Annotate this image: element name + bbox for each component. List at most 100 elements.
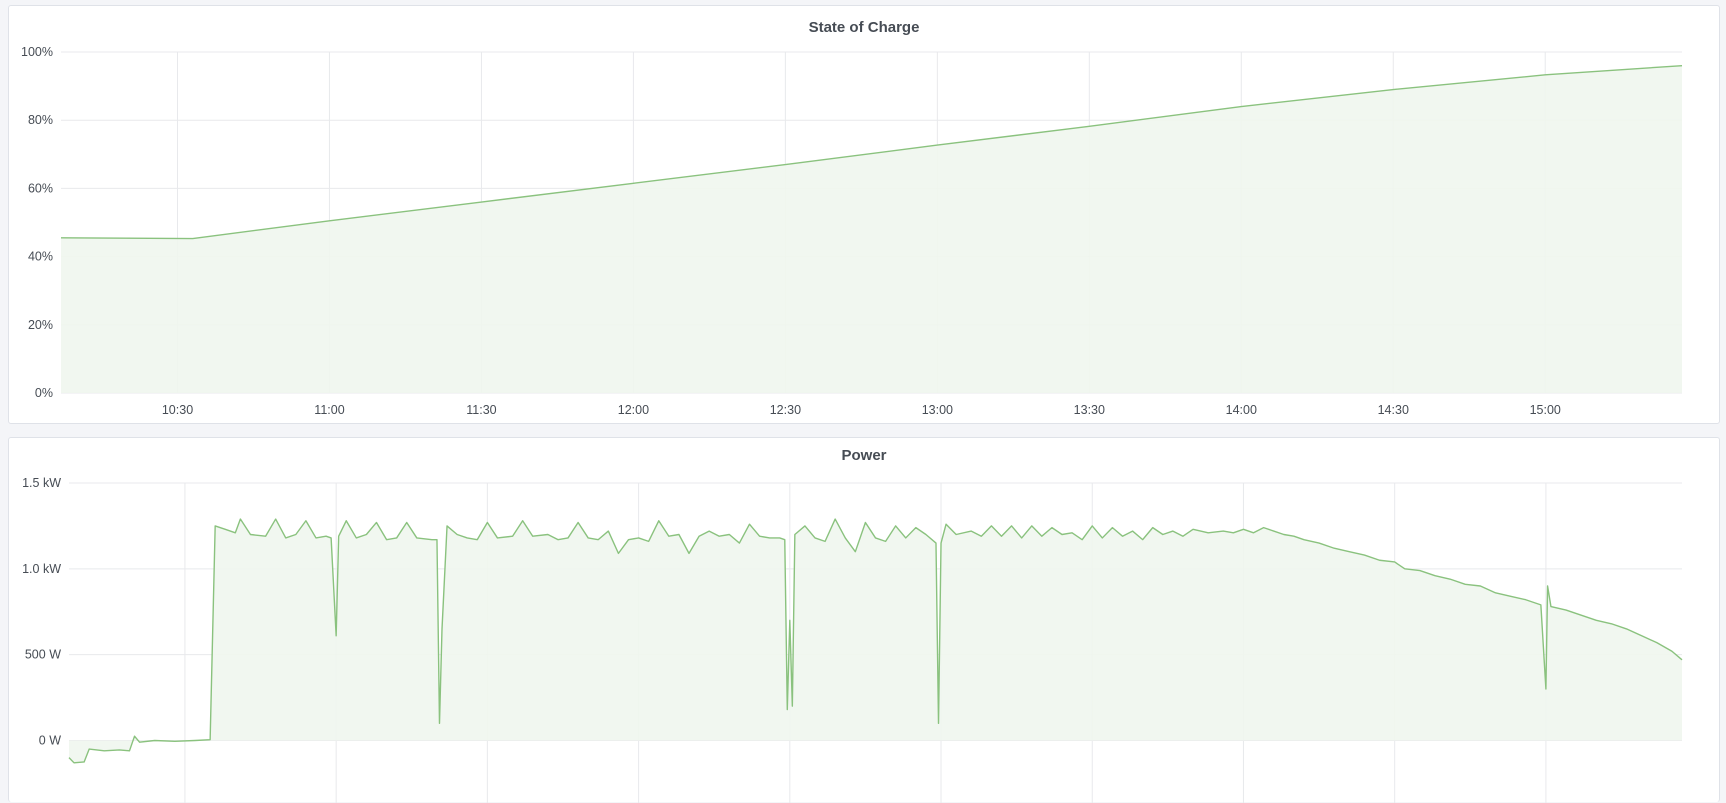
data-point bbox=[265, 536, 266, 537]
data-point bbox=[824, 541, 825, 542]
data-point bbox=[658, 520, 659, 521]
data-point bbox=[235, 532, 236, 533]
data-point bbox=[845, 537, 846, 538]
x-tick-label: 11:30 bbox=[466, 403, 496, 417]
data-point bbox=[875, 537, 876, 538]
data-point bbox=[1071, 532, 1072, 533]
data-point bbox=[1122, 536, 1123, 537]
data-point bbox=[338, 536, 339, 537]
data-point bbox=[787, 709, 788, 710]
data-point bbox=[940, 542, 941, 543]
data-point bbox=[366, 534, 367, 535]
data-point bbox=[1172, 530, 1173, 531]
data-point bbox=[789, 620, 790, 621]
data-point bbox=[1082, 539, 1083, 540]
data-point bbox=[1253, 532, 1254, 533]
y-tick-label: 0% bbox=[35, 386, 53, 400]
data-point bbox=[1681, 659, 1682, 660]
data-point bbox=[1480, 585, 1481, 586]
data-point bbox=[225, 529, 226, 530]
state-of-charge-panel: State of Charge 0% 20% 40% 60% 80% 100% 10:30 1… bbox=[8, 5, 1720, 424]
data-point bbox=[1510, 596, 1511, 597]
data-point bbox=[719, 536, 720, 537]
y-tick-label: 40% bbox=[28, 250, 53, 264]
data-point bbox=[1223, 530, 1224, 531]
data-point bbox=[532, 536, 533, 537]
data-point bbox=[588, 537, 589, 538]
data-point bbox=[557, 539, 558, 540]
data-point bbox=[1089, 126, 1090, 127]
data-point bbox=[547, 534, 548, 535]
data-point bbox=[1001, 536, 1002, 537]
data-point bbox=[396, 537, 397, 538]
data-point bbox=[1051, 527, 1052, 528]
data-point bbox=[446, 525, 447, 526]
data-point bbox=[104, 750, 105, 751]
data-point bbox=[194, 740, 195, 741]
data-point bbox=[1404, 568, 1405, 569]
data-point bbox=[84, 761, 85, 762]
data-point bbox=[325, 536, 326, 537]
data-point bbox=[1540, 604, 1541, 605]
data-point bbox=[275, 518, 276, 519]
panel-title[interactable]: Power bbox=[841, 447, 887, 464]
data-point bbox=[1565, 609, 1566, 610]
data-point bbox=[1611, 623, 1612, 624]
data-point bbox=[250, 534, 251, 535]
series-area bbox=[61, 65, 1682, 393]
data-point bbox=[1641, 635, 1642, 636]
data-point bbox=[905, 537, 906, 538]
data-point bbox=[477, 539, 478, 540]
data-point bbox=[1393, 89, 1394, 90]
data-point bbox=[1379, 560, 1380, 561]
data-point bbox=[129, 750, 130, 751]
data-point bbox=[678, 534, 679, 535]
panel-title[interactable]: State of Charge bbox=[808, 19, 920, 36]
data-point bbox=[285, 537, 286, 538]
data-point bbox=[1243, 529, 1244, 530]
data-point bbox=[1182, 536, 1183, 537]
data-point bbox=[925, 534, 926, 535]
data-point bbox=[792, 706, 793, 707]
data-point bbox=[497, 537, 498, 538]
y-tick-label: 0 W bbox=[39, 734, 61, 748]
data-point bbox=[709, 530, 710, 531]
data-point bbox=[119, 749, 120, 750]
data-point bbox=[804, 525, 805, 526]
data-point bbox=[336, 635, 337, 636]
x-tick-label: 13:00 bbox=[922, 403, 953, 417]
data-point bbox=[938, 723, 939, 724]
data-point bbox=[386, 539, 387, 540]
data-point bbox=[1434, 575, 1435, 576]
data-point bbox=[1596, 620, 1597, 621]
data-point bbox=[915, 527, 916, 528]
data-point bbox=[688, 553, 689, 554]
data-point bbox=[1263, 527, 1264, 528]
data-point bbox=[1011, 525, 1012, 526]
data-point bbox=[134, 736, 135, 737]
y-tick-label: 500 W bbox=[25, 648, 61, 662]
data-point bbox=[73, 762, 74, 763]
data-point bbox=[1041, 536, 1042, 537]
data-point bbox=[618, 553, 619, 554]
y-tick-label: 20% bbox=[28, 318, 53, 332]
data-point bbox=[1112, 527, 1113, 528]
data-point bbox=[1681, 65, 1682, 66]
data-point bbox=[1545, 688, 1546, 689]
data-point bbox=[192, 238, 193, 239]
data-point bbox=[1102, 537, 1103, 538]
data-point bbox=[1394, 561, 1395, 562]
data-point bbox=[1273, 530, 1274, 531]
x-tick-label: 10:30 bbox=[162, 403, 193, 417]
data-point bbox=[1334, 548, 1335, 549]
data-point bbox=[467, 537, 468, 538]
data-point bbox=[981, 536, 982, 537]
data-point bbox=[522, 520, 523, 521]
x-tick-label: 13:30 bbox=[1074, 403, 1105, 417]
data-point bbox=[1208, 532, 1209, 533]
data-point bbox=[759, 536, 760, 537]
data-point bbox=[578, 522, 579, 523]
data-point bbox=[68, 757, 69, 758]
data-point bbox=[356, 537, 357, 538]
data-point bbox=[1581, 615, 1582, 616]
